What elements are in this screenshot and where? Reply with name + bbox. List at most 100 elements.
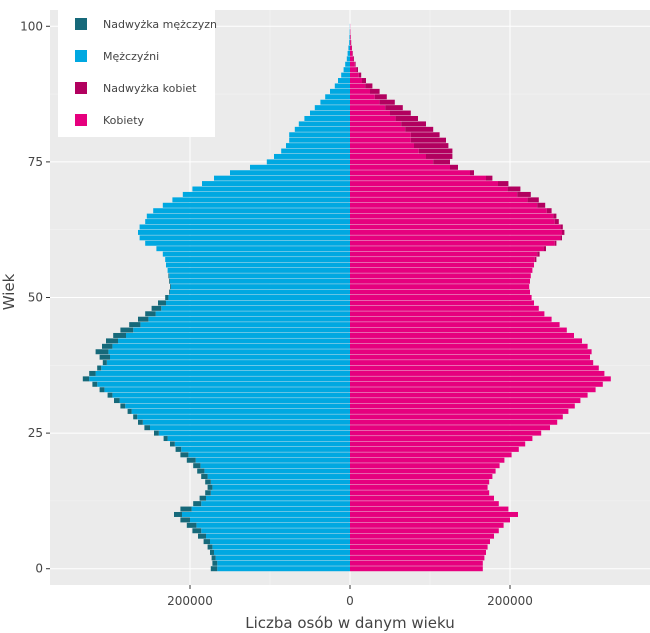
- bar-male: [119, 398, 350, 404]
- bar-male: [343, 67, 350, 73]
- bar-male: [161, 305, 350, 311]
- bar-female: [350, 34, 351, 40]
- bar-female-surplus: [537, 251, 540, 257]
- bar-female: [350, 61, 355, 67]
- bar-male: [156, 246, 350, 252]
- bar-female: [350, 425, 550, 431]
- bar-male-surplus: [201, 474, 208, 480]
- bar-female: [350, 164, 450, 170]
- bar-male: [214, 549, 350, 555]
- bar-male: [217, 560, 350, 566]
- legend-items: Nadwyżka mężczyzn Mężczyźni Nadwyżka kobie…: [75, 18, 217, 127]
- legend-swatch: [75, 18, 87, 30]
- bar-male-surplus: [212, 560, 218, 566]
- bar-female: [350, 110, 390, 116]
- bar-male: [294, 126, 350, 132]
- bar-female: [350, 240, 555, 246]
- bar-female: [350, 235, 561, 241]
- bar-male: [210, 490, 350, 496]
- bar-male: [281, 148, 350, 154]
- bar-female-surplus: [379, 99, 395, 105]
- bar-female-surplus: [365, 83, 373, 89]
- bars-layer: [82, 23, 611, 572]
- y-tick-label: 0: [35, 562, 43, 576]
- bar-male-surplus: [170, 284, 171, 290]
- bar-male: [201, 528, 350, 534]
- bar-female: [350, 566, 483, 572]
- bar-male-surplus: [174, 511, 182, 517]
- bar-male: [166, 262, 350, 268]
- bar-male: [196, 522, 350, 528]
- bar-female-surplus: [356, 67, 358, 73]
- bar-male-surplus: [106, 338, 118, 344]
- bar-male: [112, 343, 351, 349]
- bar-female: [350, 278, 530, 284]
- bar-female-surplus: [486, 175, 493, 181]
- bar-male: [169, 273, 350, 279]
- bar-male-surplus: [207, 484, 213, 490]
- bar-female: [350, 40, 351, 46]
- bar-male: [182, 511, 350, 517]
- bar-male-surplus: [107, 392, 113, 398]
- bar-male: [192, 186, 350, 192]
- bar-male: [131, 408, 350, 414]
- bar-female-surplus: [527, 197, 539, 203]
- bar-male: [341, 72, 350, 78]
- bar-female: [350, 446, 519, 452]
- bar-female-surplus: [553, 213, 557, 219]
- bar-female: [350, 501, 499, 507]
- bar-male: [346, 56, 350, 62]
- bar-male-surplus: [197, 468, 205, 474]
- bar-female-surplus: [560, 224, 563, 230]
- bar-female: [350, 45, 352, 51]
- bar-male-surplus: [210, 566, 218, 572]
- bar-female-surplus: [354, 61, 356, 67]
- bar-male: [170, 289, 350, 295]
- bar-male-surplus: [145, 311, 156, 317]
- bar-female-surplus: [554, 240, 557, 246]
- bar-male: [289, 137, 350, 143]
- bar-female: [350, 208, 547, 214]
- bar-male: [165, 257, 350, 263]
- bar-male: [155, 311, 350, 317]
- bar-female-surplus: [450, 164, 458, 170]
- bar-male-surplus: [158, 300, 166, 306]
- bar-male: [206, 533, 350, 539]
- bar-male-surplus: [192, 528, 202, 534]
- bar-female: [350, 392, 588, 398]
- bar-male-surplus: [205, 479, 211, 485]
- bar-female: [350, 387, 596, 393]
- bar-male: [145, 219, 350, 225]
- bar-female: [350, 159, 434, 165]
- bar-female: [350, 332, 574, 338]
- bar-male-surplus: [199, 495, 206, 501]
- bar-female: [350, 67, 357, 73]
- bar-male: [110, 354, 350, 360]
- bar-female: [350, 99, 380, 105]
- bar-female: [350, 322, 560, 328]
- bar-male-surplus: [180, 517, 190, 523]
- bar-female: [350, 533, 494, 539]
- bar-male-surplus: [113, 332, 126, 338]
- bar-female: [350, 284, 530, 290]
- bar-male: [347, 50, 350, 56]
- bar-male: [162, 251, 350, 257]
- bar-male: [330, 88, 350, 94]
- bar-female: [350, 289, 530, 295]
- bar-male: [168, 295, 350, 300]
- bar-female: [350, 88, 370, 94]
- bar-female: [350, 273, 531, 279]
- bar-female-surplus: [405, 126, 434, 132]
- bar-male: [104, 387, 351, 393]
- bar-male-surplus: [120, 403, 126, 409]
- bar-male-surplus: [169, 289, 170, 295]
- bar-female: [350, 539, 490, 545]
- bar-female: [350, 419, 558, 425]
- bar-male-surplus: [186, 457, 196, 463]
- bar-male: [320, 99, 350, 105]
- x-axis-ticks: 200000 0 200000: [167, 585, 533, 608]
- bar-male: [148, 316, 350, 322]
- bar-female: [350, 219, 555, 225]
- bar-male: [214, 175, 350, 181]
- bar-female: [350, 549, 486, 555]
